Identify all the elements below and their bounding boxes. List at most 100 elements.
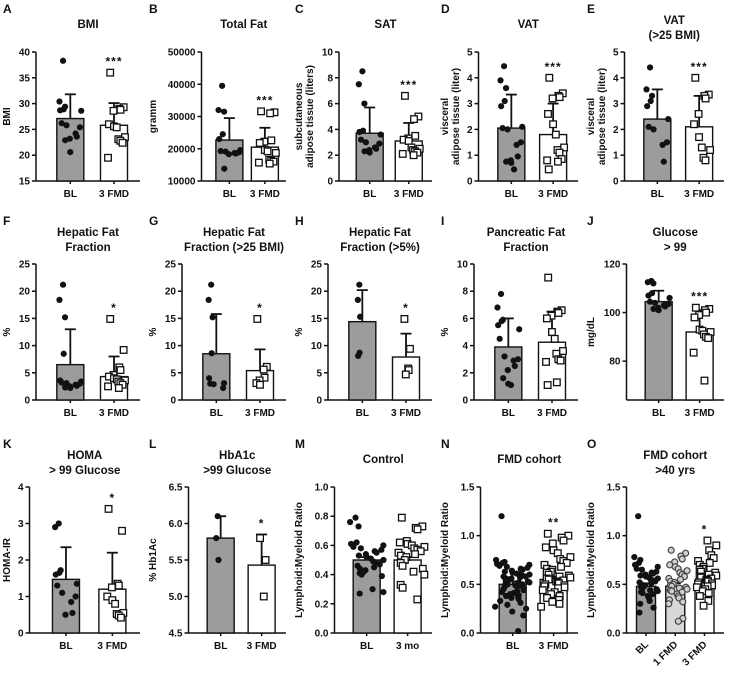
data-point (502, 592, 510, 600)
data-point (637, 600, 644, 607)
data-point (676, 575, 685, 584)
panel-svg-L: L HbA1c >99 Glucose % Hb1Ac 4.5 5.0 5.5 6.0 6.5 B… (148, 437, 286, 652)
data-point (354, 296, 361, 304)
data-point (544, 109, 552, 118)
data-point (61, 314, 69, 321)
y-tick-label: 0.5 (607, 580, 621, 591)
x-tick-label: 3 FMD (250, 189, 280, 200)
y-tick-label: 2 (613, 125, 619, 136)
data-point (59, 281, 67, 288)
data-point (552, 378, 561, 387)
data-point (644, 279, 651, 286)
panel-svg-E: E VAT (>25 BMI) visceral adipose tissue (lit… (586, 2, 724, 200)
panel-title: VAT (518, 19, 539, 31)
data-point (409, 151, 418, 160)
data-point (679, 598, 687, 606)
panel-title: Fraction (503, 242, 548, 254)
significance-stars: *** (545, 60, 562, 74)
data-point (398, 149, 407, 158)
data-point (271, 148, 280, 157)
bar-3-fmd (391, 356, 421, 401)
y-tick-label: 0.0 (461, 629, 475, 640)
data-point (647, 97, 654, 105)
y-tick-label: 20 (19, 287, 31, 298)
y-tick-label: 20 (165, 287, 177, 298)
x-tick-label: 3 FMD (685, 408, 715, 419)
y-tick-label: 8 (462, 287, 468, 298)
y-tick-label: 0.0 (607, 629, 621, 640)
data-point (514, 583, 522, 590)
y-tick-label: 6 (327, 99, 333, 110)
data-point (510, 357, 517, 364)
panel-letter: A (3, 2, 12, 16)
data-point (58, 379, 65, 386)
data-point (709, 554, 718, 563)
figure-row: F Hepatic Fat Fraction% 0 5 10 15 20 25 BL * 3 FMD G… (0, 212, 730, 435)
y-tick-label: 4 (327, 125, 333, 136)
x-tick-label: 3 FMD (99, 408, 129, 419)
panel-title: Fraction (>25 BMI) (184, 242, 284, 254)
data-point (116, 613, 125, 622)
data-point (650, 305, 657, 313)
panel-title: Control (363, 454, 404, 466)
panel-title: Fraction (>5%) (340, 242, 420, 254)
data-point (706, 146, 715, 154)
data-point (635, 513, 642, 520)
y-tick-label: 0 (170, 396, 176, 407)
panel-D: D VAT visceral adipose tissue (liter) 0 1 2 3 4 5… (438, 0, 584, 212)
data-point (356, 281, 363, 288)
y-axis-label: % Hb1Ac (148, 538, 159, 582)
y-tick-label: 5.5 (169, 556, 183, 567)
data-point (355, 552, 362, 559)
x-tick-label: BL (64, 408, 77, 419)
data-point (654, 563, 661, 570)
data-point (116, 105, 125, 114)
data-point (499, 125, 506, 132)
x-tick-label: 3 FMD (245, 408, 275, 419)
panel-title: Pancreatic Fat (487, 227, 566, 239)
panel-C: C SAT subcutaneous adipose tissue (liters) 0… (292, 0, 438, 212)
data-point (73, 580, 80, 587)
y-tick-label: 0.6 (315, 541, 329, 552)
data-point (219, 82, 226, 89)
data-point (361, 100, 368, 107)
y-tick-label: 100 (604, 308, 621, 319)
x-tick-label: BL (210, 408, 223, 419)
data-point (257, 107, 266, 116)
data-point (411, 131, 420, 140)
data-point (704, 596, 713, 605)
data-point (259, 592, 268, 601)
data-point (398, 583, 407, 592)
y-tick-label: 0 (462, 396, 468, 407)
panel-svg-F: F Hepatic Fat Fraction% 0 5 10 15 20 25 BL * 3 FMD (2, 214, 140, 419)
data-point (72, 593, 79, 600)
y-tick-label: 0 (613, 177, 619, 188)
data-point (118, 138, 127, 147)
y-axis-label: % (2, 327, 13, 336)
data-point (501, 353, 508, 360)
data-point (636, 609, 643, 616)
data-point (56, 296, 63, 304)
data-point (420, 570, 429, 579)
bar-bl (206, 537, 235, 634)
data-point (496, 562, 503, 569)
y-tick-label: 0.0 (315, 629, 329, 640)
data-point (649, 570, 657, 577)
data-point (691, 303, 700, 312)
data-point (541, 543, 550, 552)
x-tick-label: BL (214, 641, 227, 652)
data-point (353, 539, 360, 546)
y-tick-label: 0.4 (315, 570, 329, 581)
data-point (674, 617, 682, 625)
data-point (497, 290, 505, 298)
x-tick-label: 3 FMD (537, 408, 567, 419)
data-point (400, 314, 409, 323)
panel-svg-C: C SAT subcutaneous adipose tissue (liters) 0… (294, 2, 432, 200)
data-point (395, 538, 404, 547)
data-point (517, 599, 524, 606)
y-tick-label: 25 (19, 125, 31, 136)
data-point (662, 303, 669, 310)
data-point (369, 586, 376, 593)
panel-O: O FMD cohort >40 yrs Lymphoid:Myeloid Ratio… (584, 435, 730, 682)
y-tick-label: 20 (311, 287, 323, 298)
